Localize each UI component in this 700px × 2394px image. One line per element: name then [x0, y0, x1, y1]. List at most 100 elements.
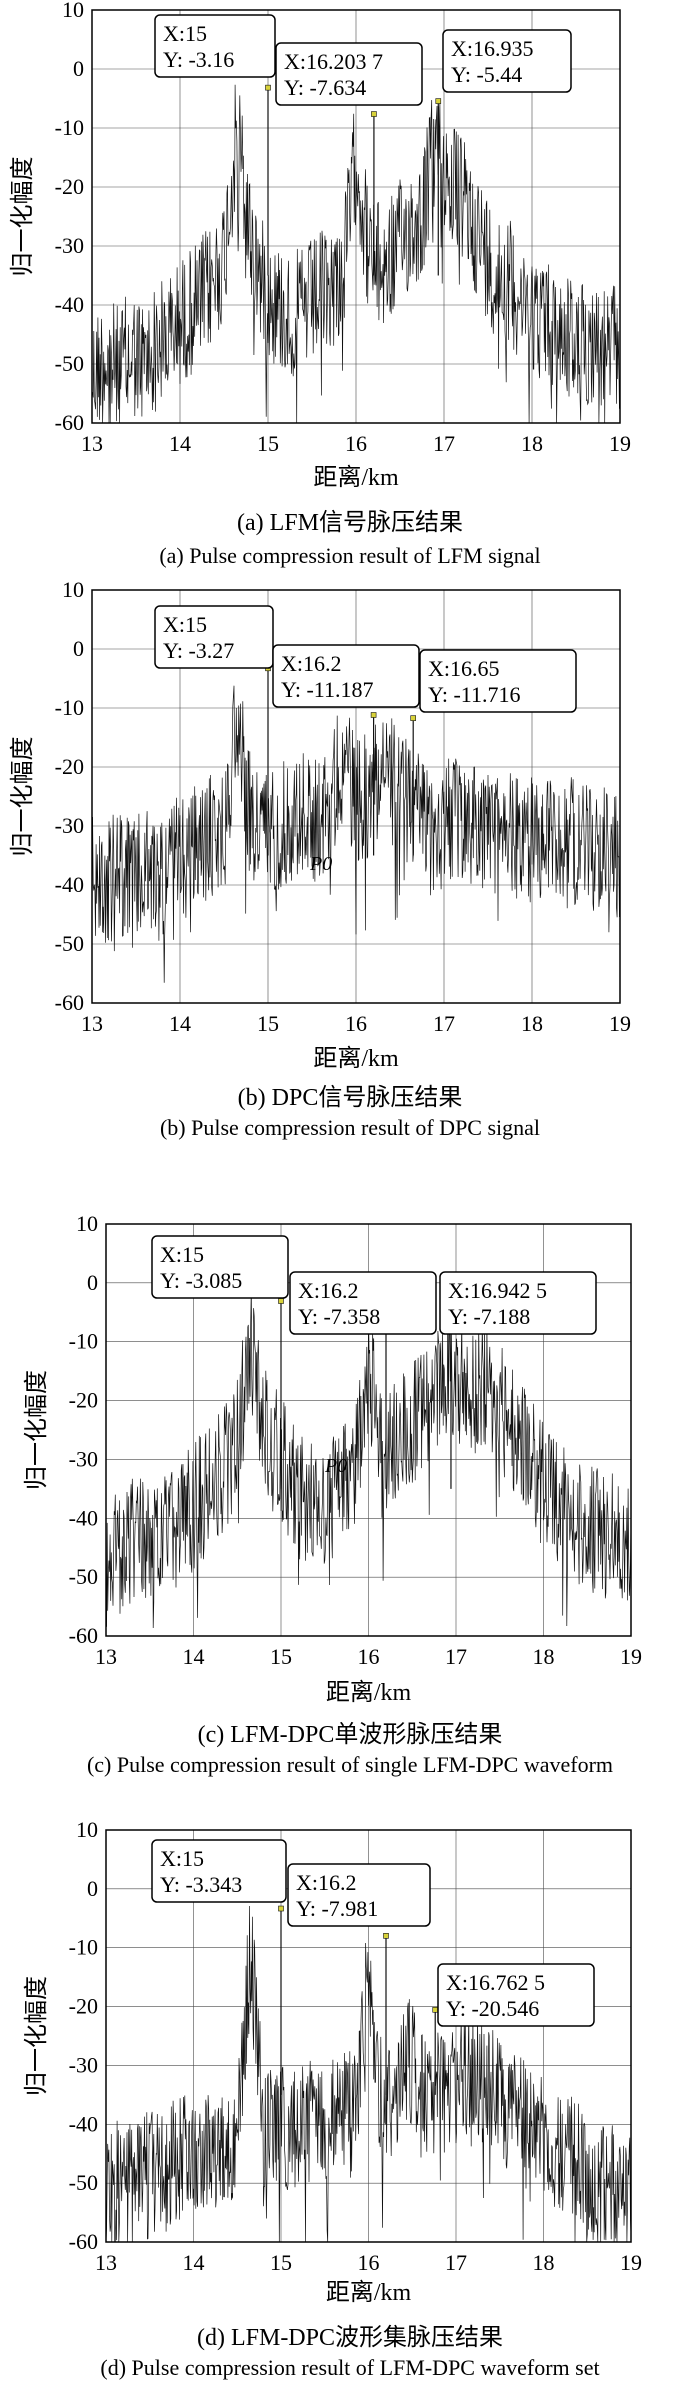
datatip-box [437, 1963, 595, 2027]
y-tick-label: -60 [55, 990, 84, 1015]
y-tick-label: 0 [87, 1270, 98, 1295]
datatip-x-label: X:16.2 [296, 1870, 357, 1895]
datatip-box [272, 644, 420, 708]
y-axis-label: 归一化幅度 [23, 1976, 50, 2096]
caption-en: (d) Pulse compression result of LFM-DPC … [100, 2355, 599, 2380]
caption-en: (b) Pulse compression result of DPC sign… [160, 1115, 540, 1140]
datatip-y-label: Y: -3.16 [163, 47, 234, 72]
datatip-box [151, 1235, 289, 1299]
datatip-x-label: X:16.2 [298, 1278, 359, 1303]
y-tick-label: -20 [69, 1994, 98, 2019]
plot-frame [91, 9, 621, 424]
signal-trace [105, 1905, 632, 2243]
x-tick-label: 15 [270, 2250, 292, 2275]
datatip-y-label: Y: -7.981 [296, 1896, 378, 1921]
datatip-marker [265, 84, 271, 91]
y-tick-label: 0 [73, 636, 84, 661]
datatip-marker [278, 1905, 284, 1912]
datatip-y-label: Y: -3.085 [160, 1268, 242, 1293]
x-tick-label: 16 [345, 1011, 367, 1036]
datatip-y-label: Y: -11.716 [428, 682, 521, 707]
datatip-marker [370, 712, 377, 718]
datatip-marker [432, 2006, 439, 2013]
x-tick-label: 13 [81, 1011, 103, 1036]
datatip-y-label: Y: -5.44 [451, 62, 522, 87]
x-tick-label: 15 [270, 1644, 292, 1669]
datatip-x-label: X:16.942 5 [448, 1278, 547, 1303]
marker-label: P0 [309, 853, 332, 875]
datatip-x-label: X:16.935 [451, 36, 534, 61]
x-axis-label: 距离/km [326, 1679, 412, 1706]
x-tick-label: 15 [257, 1011, 279, 1036]
x-tick-label: 18 [521, 431, 543, 456]
datatip-x-label: X:15 [160, 1242, 204, 1267]
chart-panel-c: X:15Y: -3.085 X:16.2Y: -7.358 X:16.942 5Y:… [23, 1211, 642, 1777]
x-tick-label: 19 [609, 1011, 631, 1036]
datatip-marker [435, 98, 442, 104]
y-tick-label: -20 [69, 1388, 98, 1413]
x-tick-label: 14 [183, 2250, 205, 2275]
datatip-box [151, 1839, 287, 1903]
x-tick-label: 14 [169, 431, 191, 456]
caption-cn: (a) LFM信号脉压结果 [237, 509, 463, 536]
datatip-y-label: Y: -3.343 [160, 1872, 242, 1897]
x-axis-label: 距离/km [313, 464, 399, 491]
datatip-box [154, 605, 274, 669]
datatip-box [289, 1271, 437, 1335]
datatip-box [275, 42, 423, 106]
datatip-box [439, 1271, 597, 1335]
plot-frame [105, 1829, 632, 2243]
y-tick-label: -60 [69, 1623, 98, 1648]
y-tick-label: -10 [69, 1329, 98, 1354]
y-axis-label: 归一化幅度 [9, 737, 36, 857]
datatip-x-label: X:16.65 [428, 656, 500, 681]
x-axis-label: 距离/km [326, 2279, 412, 2306]
chart-panel-b: X:15Y: -3.27 X:16.2Y: -11.187 X:16.65Y: -1… [9, 577, 631, 1140]
datatip-box [442, 29, 572, 93]
x-tick-label: 16 [358, 1644, 380, 1669]
x-tick-label: 19 [620, 2250, 642, 2275]
datatip-x-label: X:16.203 7 [284, 49, 383, 74]
x-tick-label: 13 [95, 1644, 117, 1669]
datatip-box [419, 649, 577, 713]
datatip-marker [278, 1298, 284, 1304]
y-tick-label: 0 [73, 56, 84, 81]
signal-trace [91, 84, 621, 424]
caption-en: (c) Pulse compression result of single L… [87, 1752, 613, 1777]
datatip-marker [371, 111, 377, 117]
datatip-y-label: Y: -7.634 [284, 75, 366, 100]
y-tick-label: 10 [62, 577, 84, 602]
y-tick-label: -50 [55, 931, 84, 956]
y-tick-label: -60 [69, 2229, 98, 2254]
datatip-y-label: Y: -7.358 [298, 1304, 380, 1329]
x-tick-label: 14 [169, 1011, 191, 1036]
datatip-marker [383, 1933, 389, 1939]
x-tick-label: 16 [358, 2250, 380, 2275]
x-tick-label: 17 [433, 431, 455, 456]
y-tick-label: -50 [55, 351, 84, 376]
caption-cn: (c) LFM-DPC单波形脉压结果 [198, 1721, 503, 1748]
y-tick-label: -60 [55, 410, 84, 435]
x-tick-label: 18 [533, 2250, 555, 2275]
x-tick-label: 17 [445, 1644, 467, 1669]
caption-en: (a) Pulse compression result of LFM sign… [159, 543, 540, 568]
x-tick-label: 19 [609, 431, 631, 456]
datatip-x-label: X:16.762 5 [446, 1970, 545, 1995]
y-tick-label: -40 [69, 2111, 98, 2136]
x-tick-label: 15 [257, 431, 279, 456]
x-tick-label: 17 [433, 1011, 455, 1036]
y-tick-label: -20 [55, 754, 84, 779]
y-tick-label: -50 [69, 2170, 98, 2195]
datatip-y-label: Y: -11.187 [281, 677, 374, 702]
x-tick-label: 14 [183, 1644, 205, 1669]
y-tick-label: -50 [69, 1564, 98, 1589]
chart-panel-a: X:15Y: -3.16 X:16.203 7Y: -7.634 X:16.935Y… [9, 0, 631, 568]
y-tick-label: -30 [69, 2052, 98, 2077]
y-axis-label: 归一化幅度 [9, 157, 36, 277]
datatip-x-label: X:15 [163, 612, 207, 637]
caption-cn: (b) DPC信号脉压结果 [238, 1084, 463, 1111]
datatip-x-label: X:15 [160, 1846, 204, 1871]
y-tick-label: -30 [55, 813, 84, 838]
